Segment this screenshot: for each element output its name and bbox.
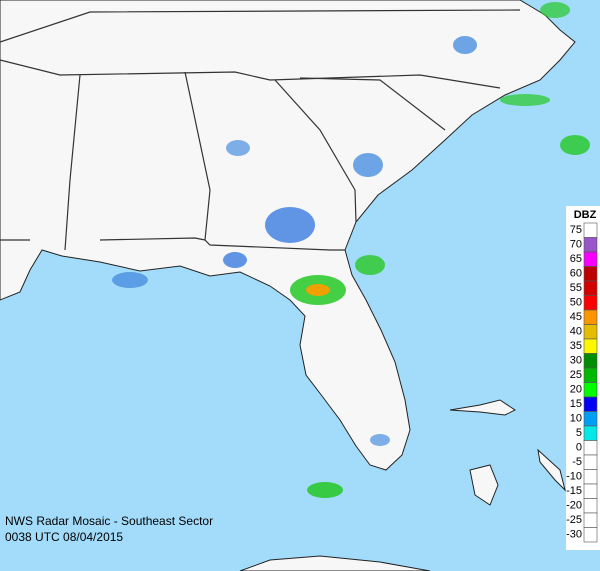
caption-time: 0038 UTC 08/04/2015 [5, 530, 123, 544]
legend-swatch [583, 382, 598, 398]
legend-label: 5 [576, 427, 582, 439]
legend-label: 40 [570, 326, 582, 338]
legend-label: 45 [570, 311, 582, 323]
legend-swatch [583, 527, 598, 543]
radar-echoes [112, 2, 590, 498]
legend-swatch [583, 237, 598, 253]
echo [370, 434, 390, 446]
state-line [64, 74, 81, 251]
state-lines [0, 9, 521, 251]
legend-label: -25 [566, 514, 582, 526]
legend-label: 10 [570, 413, 582, 425]
echo [226, 140, 250, 156]
echo [355, 255, 385, 275]
echo [540, 2, 570, 18]
legend-label: 60 [570, 268, 582, 280]
legend-label: 25 [570, 369, 582, 381]
legend-label: -20 [566, 500, 582, 512]
legend-title: DBZ [574, 209, 597, 221]
echo [223, 252, 247, 268]
island [469, 464, 499, 506]
legend-swatch [583, 251, 598, 267]
state-line [184, 71, 345, 251]
legend-swatch [583, 512, 598, 528]
echo [500, 94, 550, 106]
legend-label: 0 [576, 442, 582, 454]
island [449, 399, 516, 416]
legend-label: -5 [572, 456, 582, 468]
echo [265, 207, 315, 243]
legend-label: 55 [570, 282, 582, 294]
legend-swatch [583, 353, 598, 369]
legend-label: 15 [570, 398, 582, 410]
cuba [239, 555, 431, 571]
legend-swatch [583, 469, 598, 485]
island [537, 448, 566, 492]
state-line [0, 59, 501, 89]
legend-swatch [583, 498, 598, 514]
state-line [274, 79, 357, 223]
legend-label: -15 [566, 485, 582, 497]
legend-swatch [583, 295, 598, 311]
legend-label: 30 [570, 355, 582, 367]
legend-label: 75 [570, 224, 582, 236]
legend-swatch [583, 454, 598, 470]
legend-label: -10 [566, 471, 582, 483]
legend-label: 35 [570, 340, 582, 352]
echo [307, 482, 343, 498]
legend-swatch [583, 483, 598, 499]
state-line [99, 237, 206, 241]
echo [353, 153, 383, 177]
legend-swatch [583, 338, 598, 354]
state-line [0, 9, 521, 43]
legend-swatch [583, 396, 598, 412]
legend-label: 50 [570, 297, 582, 309]
legend-swatch [583, 324, 598, 340]
legend-label: -30 [566, 529, 582, 541]
legend-swatch [583, 266, 598, 282]
echo [112, 272, 148, 288]
legend-swatch [583, 367, 598, 383]
echo [560, 135, 590, 155]
caption-title: NWS Radar Mosaic - Southeast Sector [5, 514, 213, 528]
legend-label: 65 [570, 253, 582, 265]
state-line [299, 77, 446, 131]
legend-label: 70 [570, 239, 582, 251]
legend-swatch [583, 309, 598, 325]
legend-label: 20 [570, 384, 582, 396]
legend-swatch [583, 425, 598, 441]
legend-swatch [583, 440, 598, 456]
echo [306, 284, 330, 296]
legend-swatch [583, 411, 598, 427]
legend: DBZ 757065605550454035302520151050-5-10-… [566, 206, 600, 550]
legend-swatch [583, 222, 598, 238]
echo [453, 36, 477, 54]
legend-swatch [583, 280, 598, 296]
